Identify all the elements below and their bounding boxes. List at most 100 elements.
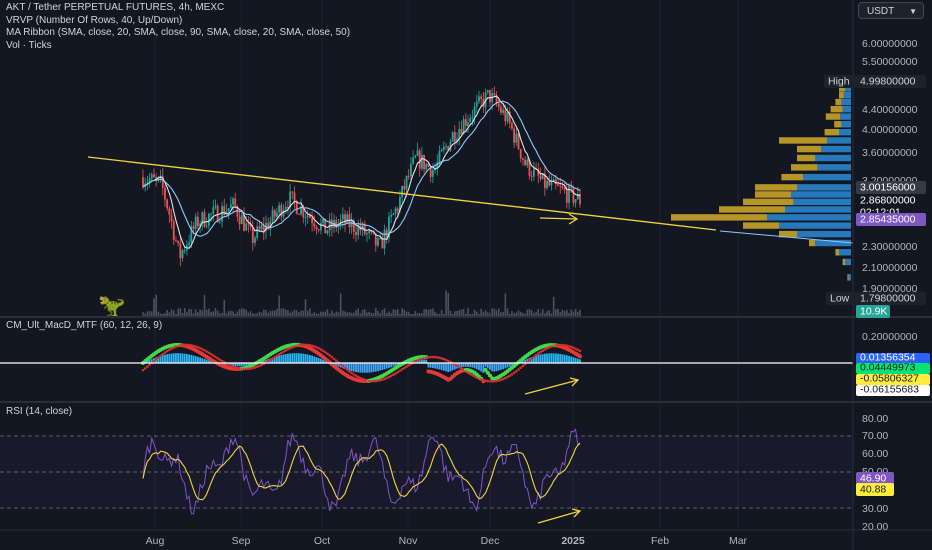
- volume-bar: [331, 310, 333, 316]
- macd-histogram-bar: [271, 357, 274, 363]
- volume-bar: [287, 310, 289, 316]
- candle-body: [267, 222, 270, 230]
- candle-body: [142, 177, 144, 187]
- ascending-trendline[interactable]: [719, 230, 854, 244]
- vrvp-row-down: [797, 145, 821, 153]
- macd-histogram-bar: [240, 363, 243, 366]
- macd-histogram-bar: [308, 355, 311, 363]
- macd-histogram-bar: [522, 360, 524, 363]
- macd-histogram-bar: [475, 363, 478, 370]
- macd-legend[interactable]: CM_Ult_MacD_MTF (60, 12, 26, 9): [6, 320, 163, 331]
- candle-body: [192, 226, 195, 229]
- macd-signal-point: [231, 365, 235, 368]
- volume-bar: [333, 313, 335, 316]
- macd-histogram-bar: [462, 363, 465, 367]
- volume-bar: [467, 308, 469, 316]
- macd-signal-point: [323, 350, 327, 354]
- candle-body: [293, 192, 296, 201]
- ma-ribbon: [142, 95, 581, 249]
- volume-bar: [346, 312, 349, 316]
- rsi-legend[interactable]: RSI (14, close): [6, 406, 73, 417]
- macd-histogram-bar: [177, 353, 180, 363]
- macd-histogram-bar: [377, 363, 379, 372]
- volume-bar: [552, 296, 555, 316]
- macd-histogram-bar: [453, 363, 456, 370]
- volume-bar: [344, 311, 346, 316]
- candle-body: [238, 216, 241, 224]
- candle-body: [328, 219, 331, 231]
- ma-ribbon-legend[interactable]: MA Ribbon (SMA, close, 20, SMA, close, 9…: [6, 27, 351, 38]
- macd-histogram-bar: [352, 363, 355, 372]
- macd-signal-point: [251, 366, 255, 370]
- macd-histogram-bar: [543, 353, 546, 363]
- macd-signal-point: [466, 371, 470, 375]
- volume-bar: [328, 313, 331, 316]
- macd-histogram-bar: [513, 363, 516, 365]
- macd-signal-point: [576, 348, 580, 352]
- volume-bar: [394, 309, 397, 316]
- macd-signal-point: [345, 368, 349, 371]
- candle-body: [554, 179, 557, 185]
- candle-body: [396, 208, 399, 211]
- candle-body: [177, 240, 180, 244]
- macd-histogram-bar: [186, 354, 188, 363]
- candle-body: [221, 206, 223, 222]
- candle-body: [214, 205, 217, 208]
- volume-bar: [511, 310, 513, 316]
- volume-bar: [280, 308, 283, 316]
- vrvp-row-down: [779, 230, 797, 238]
- candle-body: [175, 240, 177, 242]
- macd-histogram-bar: [372, 363, 375, 373]
- candle-body: [302, 206, 305, 218]
- vrvp-row-up: [845, 85, 851, 92]
- volume-bar: [528, 308, 531, 316]
- candle-body: [282, 210, 285, 217]
- volume-bar: [155, 294, 157, 316]
- candle-body: [528, 159, 531, 176]
- macd-histogram-bar: [344, 363, 346, 370]
- macd-histogram-bar: [196, 356, 199, 363]
- macd-histogram-bar: [532, 356, 535, 363]
- candle-body: [464, 119, 467, 126]
- volume-bar: [153, 298, 155, 316]
- macd-histogram-bar: [183, 353, 186, 363]
- vrvp-poc-tag: 2.85435000: [860, 214, 916, 226]
- macd-signal-point: [341, 364, 345, 368]
- volume-bar: [234, 313, 237, 316]
- volume-bar: [557, 308, 559, 316]
- macd-signal-point: [574, 347, 577, 351]
- chart-title[interactable]: AKT / Tether PERPETUAL FUTURES, 4h, MEXC: [6, 2, 225, 13]
- macd-signal-point: [269, 358, 272, 362]
- candle-body: [557, 184, 559, 186]
- macd-signal-point: [444, 358, 448, 362]
- macd-signal-point: [330, 355, 334, 359]
- candle-body: [322, 218, 324, 224]
- macd-histogram-bar: [333, 363, 335, 365]
- candle-body: [201, 212, 204, 224]
- volume-bar: [403, 309, 406, 316]
- volume-bar: [267, 312, 269, 316]
- candle-body: [486, 90, 489, 93]
- volume-legend[interactable]: Vol · Ticks: [6, 39, 52, 51]
- currency-selector[interactable]: USDT ▼: [858, 2, 924, 19]
- candle-body: [504, 109, 507, 122]
- vrvp-legend[interactable]: VRVP (Number Of Rows, 40, Up/Down): [6, 14, 183, 26]
- vrvp-row-up: [841, 98, 851, 106]
- volume-bar: [201, 310, 204, 316]
- macd-histogram-bar: [410, 361, 412, 363]
- candle-body: [508, 111, 511, 123]
- macd-histogram-bar: [434, 363, 436, 369]
- volume-bar: [172, 310, 175, 316]
- macd-histogram-bar: [574, 357, 577, 363]
- macd-histogram-bar: [429, 363, 432, 368]
- macd-signal-point: [497, 379, 501, 382]
- candle-body: [361, 223, 364, 231]
- macd-histogram-bar: [478, 363, 480, 371]
- descending-trendline[interactable]: [87, 156, 717, 231]
- macd-histogram-bar: [524, 359, 527, 363]
- volume-bar: [469, 313, 472, 316]
- candle-body: [251, 226, 254, 243]
- volume-bar: [493, 308, 496, 316]
- volume-bar: [161, 313, 164, 316]
